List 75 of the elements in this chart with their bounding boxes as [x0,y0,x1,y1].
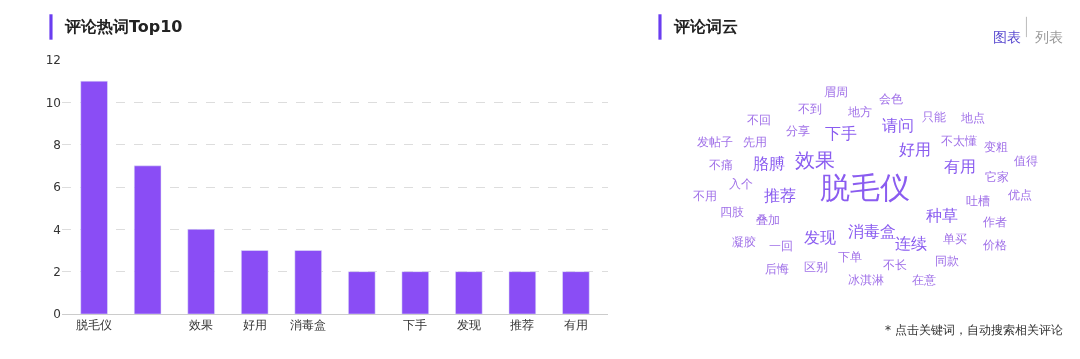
bar [348,271,376,314]
text: 不太懂 [941,134,977,148]
text: 种草 [926,206,958,225]
text: 请问 [882,116,914,135]
y-tick-label: 12 [45,53,61,68]
x-tick-label: 效果 [189,318,214,333]
bar [401,271,429,314]
x-tick-label: 脱毛仪 [76,318,113,333]
y-tick-label: 10 [45,95,61,110]
bar [455,271,483,314]
text: 不痛 [709,158,733,172]
y-tick-label: 8 [53,137,61,152]
bar [187,229,215,314]
text: 它家 [985,170,1009,184]
text: 入个 [729,177,753,191]
text: 一回 [769,239,793,253]
text: 脱毛仪 [820,170,910,205]
text: 不用 [693,189,717,203]
x-tick-label: 有用 [563,318,588,333]
text: 推荐 [764,186,796,205]
text: 在意 [912,273,936,287]
bar [241,250,269,314]
text: 分享 [786,124,810,138]
text: 优点 [1008,188,1032,202]
text: 单买 [943,232,967,246]
text: 价格 [982,238,1007,252]
bar [508,271,536,314]
text: 冰淇淋 [848,273,884,287]
text: 发帖子 [697,135,733,149]
bar [134,165,162,314]
text: 下单 [838,250,862,264]
text: 下手 [825,124,857,143]
text: 图表 [993,29,1021,45]
text: 四肢 [720,205,744,219]
text: 作者 [982,215,1007,229]
x-tick-label: 消毒盒 [290,318,327,333]
text: 眉周 [824,85,848,99]
text: 连续 [895,234,927,253]
x-tick-label: 好用 [242,318,267,333]
text: 只能 [922,110,946,124]
text: 列表 [1035,29,1063,45]
text: 不到 [798,102,822,116]
y-tick-label: 0 [53,307,61,322]
text: 地点 [960,111,985,125]
y-tick-label: 4 [53,222,61,237]
text: 会色 [879,92,903,106]
text: 效果 [795,148,835,172]
text: 地方 [847,105,872,119]
text: 不长 [883,258,907,272]
x-tick-label: 下手 [403,318,428,333]
text: 值得 [1014,154,1038,168]
text: 好用 [899,140,931,159]
y-tick-label: 2 [53,264,61,279]
x-tick-label: 发现 [456,318,481,333]
text: 变粗 [984,140,1008,154]
text: 先用 [743,135,767,149]
text: 消毒盒 [848,222,896,241]
y-tick-label: 6 [53,180,61,195]
text: 叠加 [756,213,780,227]
text: 同款 [935,254,959,268]
x-tick-label: 推荐 [510,318,535,333]
text: 区别 [804,260,828,274]
chart-title: 评论热词Top10 [64,17,183,36]
bar [80,80,108,314]
text: 评论词云 [673,17,738,36]
text: 胳膊 [753,154,785,173]
text: 不回 [747,113,771,127]
text: 有用 [944,157,976,176]
bar [562,271,590,314]
text: 后悔 [765,262,789,276]
text: 凝胶 [732,235,756,249]
text: 吐槽 [966,194,990,208]
bar [294,250,322,314]
text: * 点击关键词，自动搜索相关评论 [885,323,1063,337]
text: 发现 [804,228,836,247]
